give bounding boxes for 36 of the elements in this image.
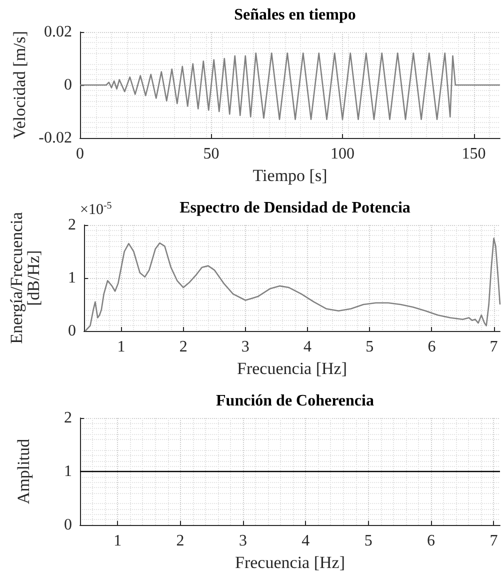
y-axis-title: Velocidad [m/s]: [10, 30, 29, 140]
y-tick-label: 2: [68, 216, 76, 234]
line-series: [79, 52, 501, 120]
y-tick-label: 1: [68, 270, 76, 286]
y-axis-title: Amplitud: [14, 438, 33, 504]
x-tick-label: 4: [302, 532, 310, 550]
x-axis-title: Frecuencia [Hz]: [237, 358, 347, 378]
x-tick-label: 5: [366, 338, 374, 356]
x-tick-label: 6: [428, 338, 436, 356]
x-tick-label: 6: [427, 532, 436, 550]
y-tick-label: 0: [64, 516, 72, 534]
x-axis-title: Frecuencia [Hz]: [235, 552, 345, 572]
x-tick-label: 100: [330, 146, 354, 162]
x-tick-label: 5: [364, 532, 372, 550]
y-tick-label: -0.02: [38, 130, 72, 146]
x-tick-label: 1: [114, 532, 122, 550]
y-tick-label: 0.02: [44, 24, 72, 40]
x-tick-label: 7: [490, 532, 498, 550]
x-tick-label: 2: [179, 338, 188, 356]
x-axis-title: Tiempo [s]: [252, 166, 328, 185]
chart-title: Señales en tiempo: [234, 6, 356, 24]
x-tick-label: 7: [490, 338, 498, 356]
y-tick-label: 0: [64, 76, 72, 94]
y-tick-label: 1: [64, 463, 72, 480]
chart-title: Espectro de Densidad de Potencia: [180, 200, 410, 216]
x-tick-label: 1: [117, 338, 126, 356]
x-tick-label: 3: [241, 338, 250, 356]
x-tick-label: 4: [304, 338, 312, 356]
x-tick-label: 2: [176, 532, 184, 550]
x-tick-label: 150: [462, 146, 486, 162]
x-tick-label: 50: [203, 146, 220, 162]
chart-title: Función de Coherencia: [216, 392, 374, 410]
y-tick-label: 2: [64, 410, 72, 426]
x-tick-label: 3: [238, 532, 247, 550]
y-axis-title: Energía/Frecuencia [dB/Hz]: [7, 212, 43, 344]
y-tick-label: 0: [68, 322, 76, 340]
